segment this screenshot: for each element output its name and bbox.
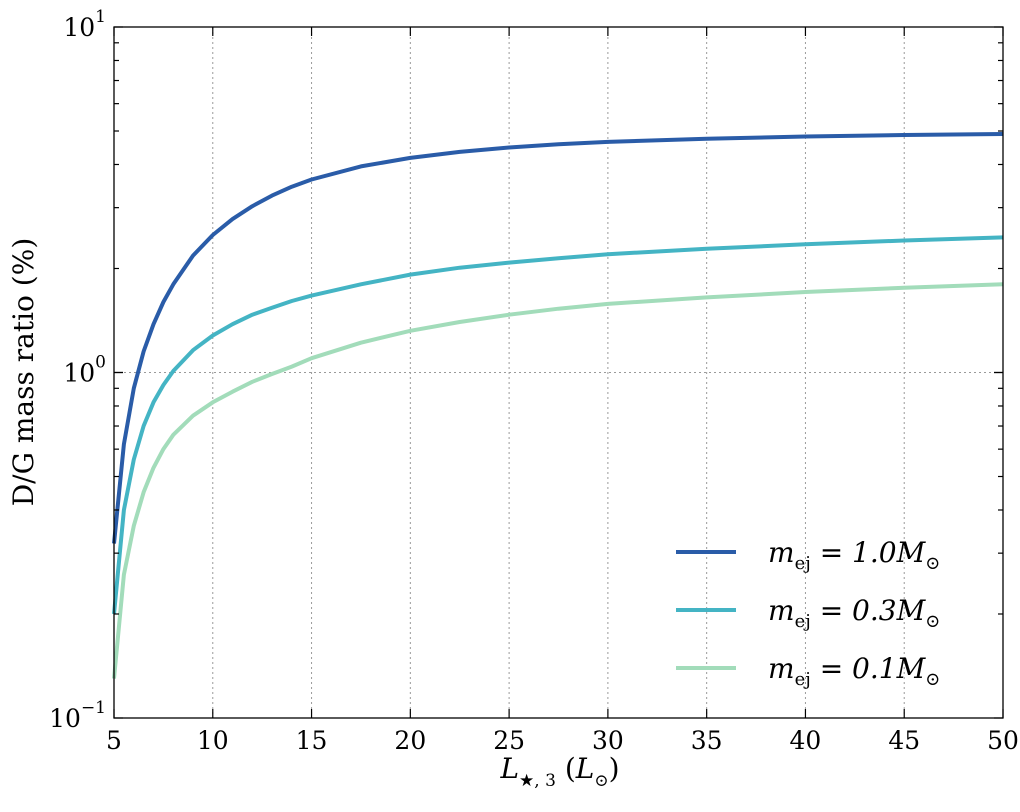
x-tick-label: 10: [197, 726, 229, 755]
legend-label-3: mej = 0.1M⊙: [768, 652, 940, 690]
y-tick-label: 10−1: [49, 698, 106, 733]
x-tick-label: 40: [790, 726, 822, 755]
x-tick-label: 5: [106, 726, 122, 755]
series-layer: [112, 132, 1004, 679]
series-line-3: [112, 282, 1004, 679]
legend: mej = 1.0M⊙ mej = 0.3M⊙ mej = 0.1M⊙: [676, 536, 940, 690]
series-line-1: [112, 132, 1004, 544]
x-tick-label: 35: [691, 726, 723, 755]
y-tick-label: 101: [63, 7, 106, 42]
legend-label-2: mej = 0.3M⊙: [768, 594, 940, 632]
x-tick-label: 15: [296, 726, 328, 755]
x-tick-label: 30: [592, 726, 624, 755]
x-tick-label: 20: [394, 726, 426, 755]
x-axis-label: L★, 3 (L⊙): [499, 752, 619, 791]
x-tick-label: 25: [493, 726, 525, 755]
axis-ticks: [113, 26, 1004, 719]
x-tick-label: 50: [987, 726, 1019, 755]
series-line-2: [112, 235, 1004, 615]
legend-label-1: mej = 1.0M⊙: [768, 536, 940, 574]
y-axis-label: D/G mass ratio (%): [7, 238, 40, 507]
y-tick-label: 100: [63, 353, 106, 388]
x-tick-label: 45: [888, 726, 920, 755]
x-tick-labels: 5 10 15 20 25 30 35 40 45 50: [106, 726, 1019, 755]
y-tick-labels: 10−1 100 101: [49, 7, 106, 733]
